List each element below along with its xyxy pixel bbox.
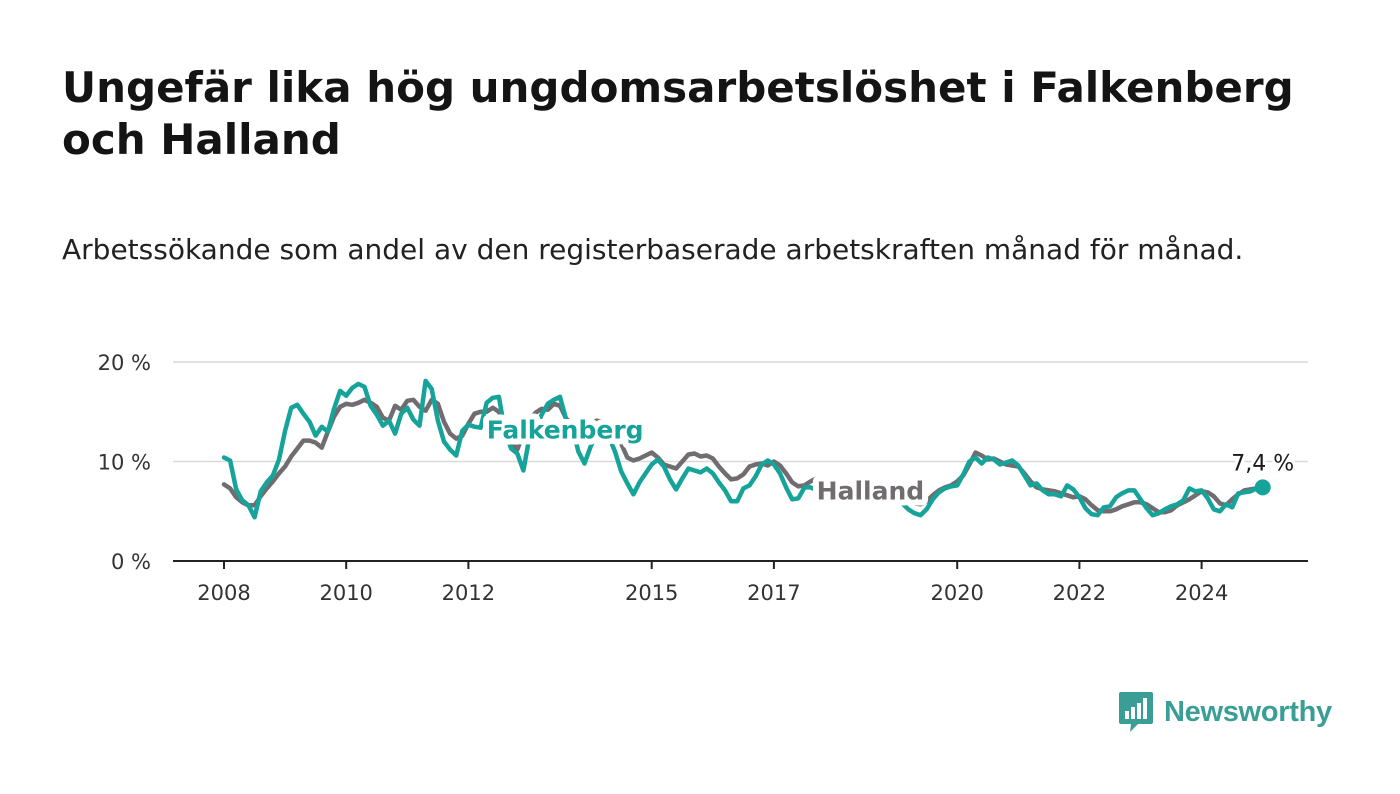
x-tick-label: 2010 [319,581,372,605]
chart-subtitle: Arbetssökande som andel av den registerb… [62,233,1244,266]
y-axis-labels: 0 % 10 % 20 % [98,351,151,574]
x-axis: 2008 2010 2012 2015 2017 2020 2022 2024 [173,560,1308,605]
y-tick-label: 20 % [98,351,151,375]
y-tick-label: 0 % [111,550,151,574]
y-tick-label: 10 % [98,451,151,475]
x-tick-label: 2012 [442,581,495,605]
end-marker-group: 7,4 % [1228,448,1297,496]
x-tick-label: 2017 [747,581,800,605]
series-line-halland [221,397,1265,515]
x-tick-label: 2024 [1175,581,1228,605]
x-tick-label: 2008 [197,581,250,605]
series-lines [221,378,1265,520]
series-label-falkenberg: Falkenberg [487,416,644,445]
brand-logo: Newsworthy [1118,690,1332,734]
series-line-falkenberg [221,378,1265,520]
end-value-label: 7,4 % [1231,451,1294,476]
newsworthy-logo-icon [1119,692,1153,732]
x-tick-label: 2020 [930,581,983,605]
end-point-marker [1254,479,1271,496]
gridlines [173,361,1308,463]
x-tick-label: 2015 [625,581,678,605]
x-tick-label: 2022 [1053,581,1106,605]
brand-name: Newsworthy [1164,695,1332,728]
chart-title: Ungefär lika hög ungdomsarbetslöshet i F… [62,63,1294,164]
series-labels: Halland Falkenberg [481,410,930,512]
series-label-halland: Halland [817,476,925,505]
